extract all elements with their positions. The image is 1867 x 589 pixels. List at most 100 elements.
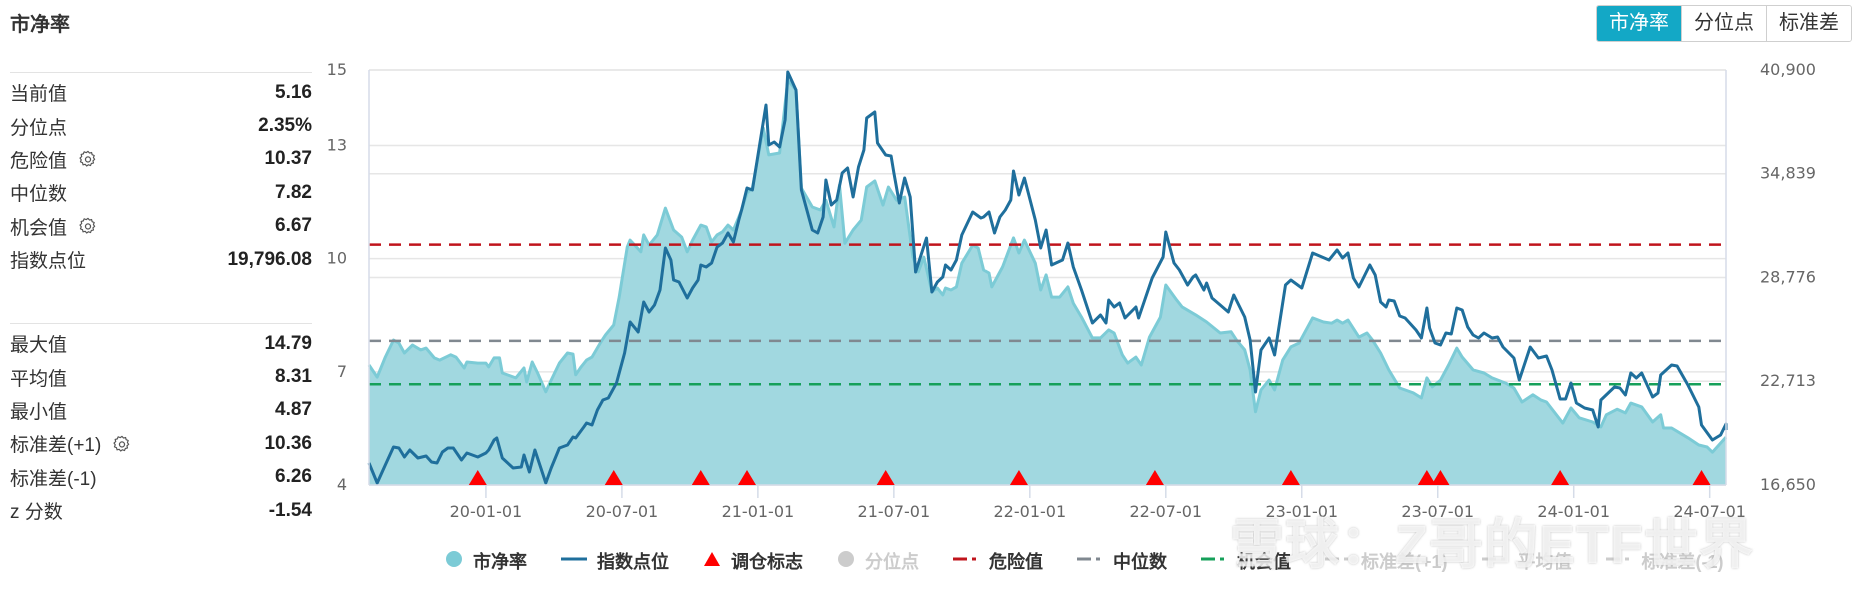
legend-label: 平均值 — [1517, 552, 1572, 572]
legend-item[interactable]: 分位点 — [837, 548, 919, 574]
rebalance-marker-icon — [1281, 470, 1300, 485]
stat-value: 7.82 — [275, 181, 312, 203]
legend-item[interactable]: 中位数 — [1077, 548, 1167, 574]
stat-label: 最大值 — [10, 330, 67, 357]
stat-label: 指数点位 — [10, 246, 86, 273]
legend-item[interactable]: 机会值 — [1201, 548, 1291, 574]
stat-label-text: 最大值 — [10, 335, 68, 357]
legend-item[interactable]: 指数点位 — [561, 548, 669, 574]
index-line — [367, 70, 1728, 485]
stat-label: z 分数 — [10, 497, 63, 524]
stat-label-text: 最小值 — [10, 401, 68, 423]
rebalance-marker-icon — [1417, 470, 1436, 485]
y-tick-label: 7 — [337, 362, 347, 381]
stat-value: 8.31 — [275, 366, 312, 388]
line-icon — [561, 550, 587, 573]
stat-row: 最小值 4.87 — [10, 394, 312, 427]
stat-row: 机会值 6.67 — [10, 210, 312, 243]
stat-row: 最大值 14.79 — [10, 327, 312, 360]
stat-label-text: 标准差(-1) — [10, 468, 97, 490]
stat-label: 最小值 — [10, 397, 67, 424]
legend-label: 标准差(+1) — [1361, 552, 1448, 572]
rebalance-marker-icon — [691, 470, 710, 485]
watermark: 雪球：Z哥的ETF世界 — [1230, 515, 1754, 575]
y2-tick-label: 40,900 — [1760, 60, 1816, 79]
legend-label: 市净率 — [473, 552, 527, 572]
stat-row: 指数点位 19,796.08 — [10, 243, 312, 276]
stat-row: 标准差(+1) 10.36 — [10, 427, 312, 460]
legend-item[interactable]: 标准差(-1) — [1605, 548, 1724, 574]
x-tick-label: 20-01-01 — [450, 502, 523, 521]
y2-tick-label: 16,650 — [1760, 475, 1816, 494]
gear-icon[interactable] — [79, 217, 97, 235]
stat-value: 14.79 — [264, 332, 312, 354]
stat-row: 分位点 2.35% — [10, 109, 312, 142]
stat-label: 标准差(-1) — [10, 464, 97, 491]
dash-line-icon — [1077, 550, 1103, 573]
y2-tick-label: 22,713 — [1760, 371, 1816, 390]
stat-label-text: 标准差(+1) — [10, 435, 102, 457]
rebalance-marker-icon — [1145, 470, 1164, 485]
stat-label-text: 平均值 — [10, 368, 68, 390]
stat-value: 4.87 — [275, 399, 312, 421]
stat-row: 标准差(-1) 6.26 — [10, 461, 312, 494]
rebalance-marker-icon — [1009, 470, 1028, 485]
dash-line-icon — [1605, 550, 1632, 573]
stat-value: 10.36 — [264, 432, 312, 454]
x-tick-label: 23-01-01 — [1265, 502, 1338, 521]
chart-legend: 市净率 指数点位 调仓标志 分位点 危险值 中位数 机会值 标准差(+1) 平均值 标准差(-1) — [445, 548, 1758, 574]
stat-label-text: 危险值 — [10, 150, 68, 172]
stat-row: 危险值 10.37 — [10, 143, 312, 176]
stat-label: 机会值 — [10, 213, 97, 240]
stat-row: z 分数 -1.54 — [10, 494, 312, 527]
gear-icon[interactable] — [79, 150, 97, 168]
legend-item[interactable]: 调仓标志 — [703, 548, 803, 574]
legend-item[interactable]: 平均值 — [1481, 548, 1572, 574]
y-tick-label: 10 — [327, 249, 347, 268]
legend-label: 中位数 — [1113, 552, 1167, 572]
stats-history: 最大值 14.79 平均值 8.31 最小值 4.87 标准差(+1) 10.36 标准差(-1… — [10, 323, 312, 527]
stat-label: 当前值 — [10, 79, 67, 106]
stat-value: -1.54 — [268, 499, 312, 521]
x-tick-label: 22-01-01 — [994, 502, 1067, 521]
stat-label-text: z 分数 — [10, 502, 63, 524]
rebalance-marker-icon — [604, 470, 623, 485]
rebalance-marker-icon — [468, 470, 487, 485]
legend-item[interactable]: 标准差(+1) — [1325, 548, 1448, 574]
stat-value: 2.35% — [258, 115, 312, 137]
rebalance-marker-icon — [1551, 470, 1570, 485]
stat-row: 平均值 8.31 — [10, 360, 312, 393]
stat-value: 6.67 — [275, 215, 312, 237]
stat-label-text: 中位数 — [10, 184, 68, 206]
stat-value: 5.16 — [275, 81, 312, 103]
stats-current: 当前值 5.16 分位点 2.35% 危险值 10.37 中位数 7.82 机会值 6.67 指数点… — [10, 72, 312, 276]
page-title: 市净率 — [10, 14, 70, 36]
x-tick-label: 22-07-01 — [1129, 502, 1202, 521]
tab-percentile[interactable]: 分位点 — [1681, 6, 1766, 41]
stat-label-text: 机会值 — [10, 217, 68, 239]
rebalance-marker-icon — [738, 470, 757, 485]
gear-icon[interactable] — [113, 435, 131, 453]
tab-pb[interactable]: 市净率 — [1597, 6, 1681, 41]
legend-item[interactable]: 市净率 — [445, 548, 527, 574]
stat-label: 中位数 — [10, 179, 67, 206]
legend-label: 指数点位 — [597, 552, 669, 572]
y2-tick-label: 34,839 — [1760, 164, 1816, 183]
dash-line-icon — [953, 550, 979, 573]
rebalance-marker-icon — [1431, 470, 1450, 485]
stat-label: 危险值 — [10, 146, 97, 173]
dash-line-icon — [1325, 550, 1351, 573]
metric-toggle: 市净率 分位点 标准差 — [1596, 5, 1852, 42]
legend-item[interactable]: 危险值 — [953, 548, 1043, 574]
circle-icon — [837, 550, 855, 573]
dash-line-icon — [1481, 550, 1508, 573]
stat-label: 平均值 — [10, 364, 67, 391]
tab-stddev[interactable]: 标准差 — [1766, 6, 1851, 41]
legend-label: 危险值 — [989, 552, 1043, 572]
rebalance-marker-icon — [1692, 470, 1711, 485]
stat-value: 6.26 — [275, 466, 312, 488]
y2-tick-label: 28,776 — [1760, 267, 1816, 286]
y-tick-label: 4 — [337, 475, 347, 494]
triangle-icon — [703, 550, 721, 573]
